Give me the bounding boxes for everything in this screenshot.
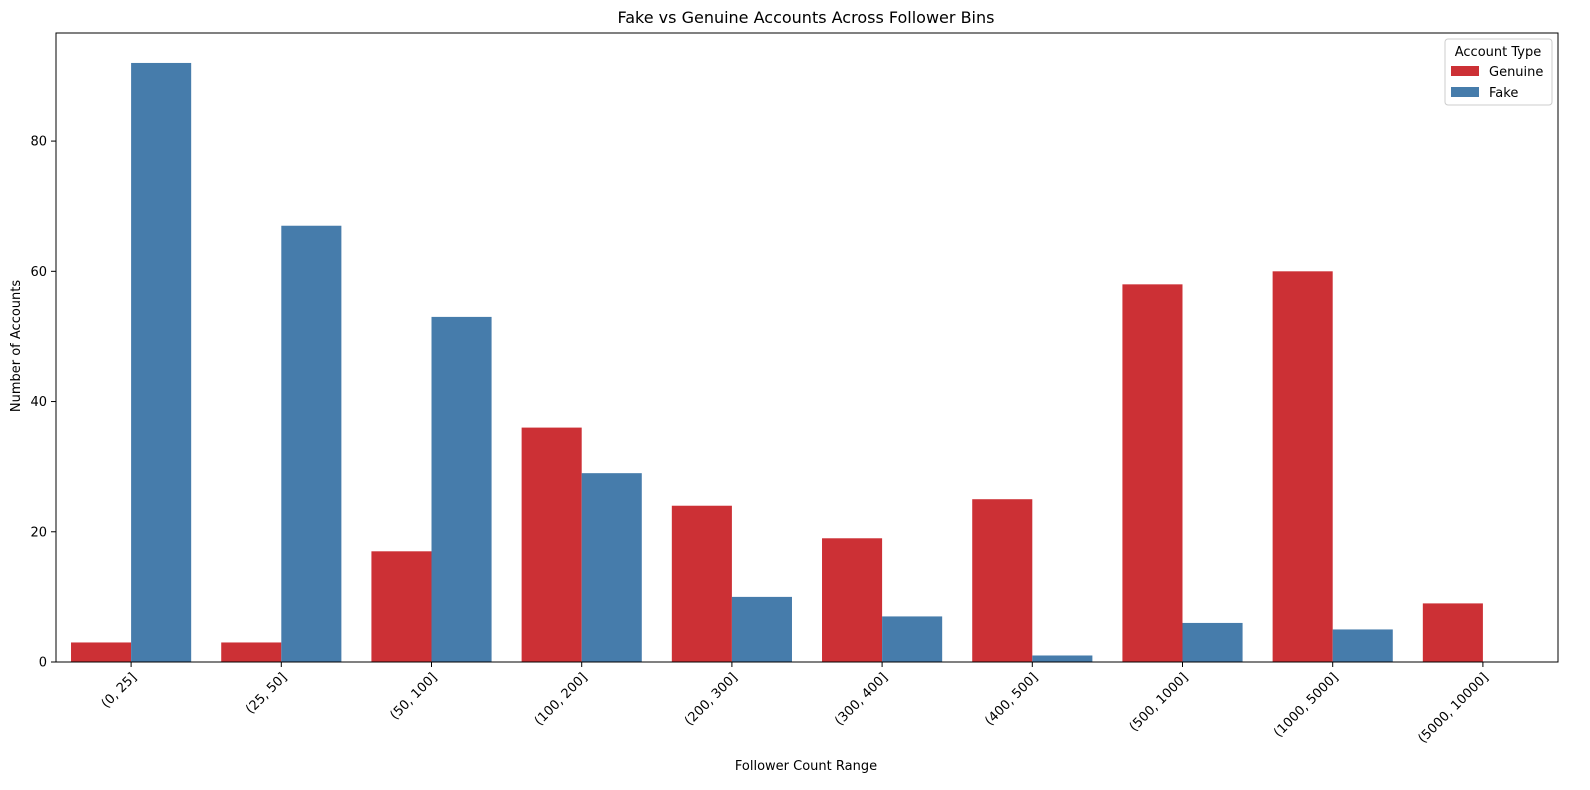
x-tick-label: (300, 400]: [832, 670, 891, 729]
legend-label-genuine: Genuine: [1489, 65, 1543, 80]
x-tick-label: (25, 50]: [243, 670, 290, 717]
legend-label-fake: Fake: [1489, 86, 1518, 101]
bar-genuine-4: [671, 505, 732, 662]
bar-fake-6: [1032, 655, 1093, 662]
bar-genuine-5: [822, 538, 883, 662]
bar-fake-7: [1182, 622, 1243, 662]
bar-genuine-3: [521, 427, 582, 662]
bar-genuine-8: [1272, 271, 1333, 662]
x-tick-label: (200, 300]: [682, 670, 741, 729]
x-tick-label: (500, 1000]: [1127, 670, 1192, 735]
axes-frame: [55, 32, 1559, 663]
y-tick-label: 60: [30, 265, 47, 280]
bar-fake-5: [882, 616, 943, 662]
y-tick-label: 40: [30, 395, 47, 410]
x-tick-label: (5000, 10000]: [1415, 670, 1491, 746]
x-tick-label: (100, 200]: [532, 670, 591, 729]
x-axis-label: Follower Count Range: [735, 759, 877, 774]
legend-swatch-genuine: [1451, 66, 1479, 76]
bar-genuine-2: [371, 551, 432, 662]
x-tick-label: (0, 25]: [99, 670, 140, 711]
x-tick-label: (400, 500]: [982, 670, 1041, 729]
x-tick-label: (50, 100]: [387, 670, 440, 723]
bar-fake-3: [581, 473, 642, 662]
y-tick-label: 0: [39, 656, 47, 671]
y-axis-label: Number of Accounts: [9, 280, 24, 413]
bar-fake-8: [1332, 629, 1393, 662]
bar-fake-0: [131, 62, 192, 662]
bar-genuine-1: [221, 642, 282, 662]
x-tick-label: (1000, 5000]: [1271, 670, 1341, 740]
chart-title: Fake vs Genuine Accounts Across Follower…: [618, 8, 995, 27]
bar-genuine-6: [972, 499, 1033, 662]
legend-swatch-fake: [1451, 87, 1479, 97]
y-tick-label: 80: [30, 135, 47, 150]
bar-fake-1: [281, 225, 342, 662]
bar-genuine-9: [1422, 603, 1483, 662]
bar-genuine-7: [1122, 284, 1183, 662]
y-tick-label: 20: [30, 525, 47, 540]
bar-genuine-0: [71, 642, 132, 662]
legend: Account Type Genuine Fake: [1444, 38, 1553, 106]
bar-fake-4: [731, 596, 792, 662]
bar-fake-2: [431, 316, 492, 662]
plot-area: 0 20 40 60 80 (0, 25] (25, 50] (50, 100] (100, 2…: [30, 32, 1559, 746]
legend-title: Account Type: [1455, 45, 1541, 60]
